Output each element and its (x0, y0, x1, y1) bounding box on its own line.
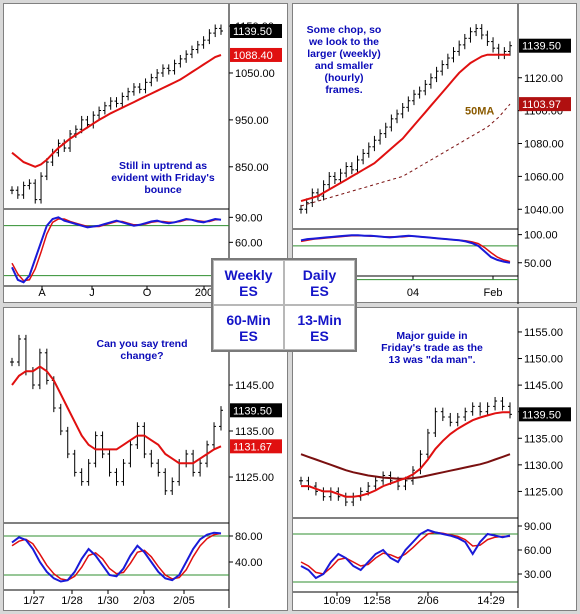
weekly-stoch-tick-label: 90.00 (235, 212, 263, 224)
daily-price-tick-label: 1060.00 (524, 171, 564, 183)
min13-price-tick-label: 1145.00 (524, 380, 563, 392)
daily-price-tick-label: 1080.00 (524, 139, 564, 151)
min13-price-tick-label: 1125.00 (524, 486, 563, 498)
min60-x-tick-label: 1/28 (61, 595, 82, 607)
weekly-annotation: Still in uptrend as evident with Friday'… (104, 160, 222, 196)
daily-price-label-box (519, 38, 571, 53)
min13-x-tick-label: 12:58 (363, 595, 391, 607)
min60-stoch-tick-label: 40.00 (235, 557, 263, 569)
min13-price-label-text: 1139.50 (522, 409, 561, 421)
min13-price-label-box (519, 407, 571, 422)
min13-price-tick-label: 1130.00 (524, 460, 563, 472)
daily-chart: 1120.001100.001080.001060.001040.00100.0… (293, 4, 571, 304)
min13-stoch-tick-label: 90.00 (524, 521, 552, 533)
min60-price-label-box (230, 439, 282, 454)
min13-price-tick-label: 1155.00 (524, 327, 563, 339)
min60-x-tick-label: 1/27 (23, 595, 44, 607)
min60-annotation: Can you say trend change? (90, 338, 194, 362)
min13-x-tick-label: 14:29 (477, 595, 505, 607)
min13-annotation: Major guide in Friday's trade as the 13 … (369, 330, 495, 366)
min13-stoch-k-line (300, 528, 511, 580)
min60-stoch-k-line (11, 531, 222, 583)
min60-chart-panel: 1145.00 1135.00 1125.00 80.00 40.00 1/27 1/28 1… (3, 307, 288, 611)
daily-price-label-box (519, 97, 571, 112)
weekly-stoch-d-line (11, 218, 221, 282)
weekly-price-tick-label: 950.00 (235, 115, 269, 127)
daily-x-tick-label: Feb (484, 287, 503, 299)
min13-ma-long-line (300, 453, 511, 480)
min13-stoch-tick-label: 30.00 (524, 569, 552, 581)
min60-es-label: 60-Min ES (213, 305, 284, 350)
min13-es-label: 13-Min ES (284, 305, 355, 350)
daily-stoch-tick-label: 50.00 (524, 258, 552, 270)
daily-price-tick-label: 1120.00 (524, 73, 563, 85)
weekly-es-label: Weekly ES (213, 260, 284, 305)
daily-chart-panel: 1120.00 1100.00 1080.00 1060.00 1040.00 100.0… (292, 3, 577, 304)
weekly-x-tick-label: A (38, 287, 46, 299)
min13-chart-panel: 1155.001150.001145.001140.001135.001130.… (292, 307, 577, 611)
weekly-price-label-box (230, 23, 282, 38)
min13-stoch-tick-label: 60.00 (524, 545, 552, 557)
min60-chart: 1145.00 1135.00 1125.00 80.00 40.00 1/27 1/28 1… (4, 308, 282, 608)
weekly-chart: 1150.001050.00950.00850.0090.0060.00AJO2… (4, 4, 282, 304)
min13-price-tick-label: 1150.00 (524, 354, 563, 366)
weekly-price-tick-label: 1050.00 (235, 68, 275, 80)
weekly-stoch-k-line (11, 216, 222, 284)
daily-annotation: Some chop, so we look to the larger (wee… (301, 24, 387, 96)
weekly-price-label-text: 1139.50 (233, 26, 272, 38)
daily-price-tick-label: 1040.00 (524, 204, 564, 216)
daily-es-label: Daily ES (284, 260, 355, 305)
min13-x-tick-label: 2/06 (417, 595, 438, 607)
weekly-x-tick-label: 200 (195, 287, 213, 299)
min60-price-label-box (230, 403, 282, 418)
daily-price-label-text: 1139.50 (522, 41, 561, 53)
min60-x-tick-label: 2/05 (173, 595, 194, 607)
min60-stoch-d-line (11, 532, 222, 581)
daily-ma50-label: 50MA (465, 106, 494, 118)
min60-price-label-text: 1139.50 (233, 405, 272, 417)
min60-price-tick-label: 1135.00 (235, 426, 274, 438)
min13-stoch-d-line (300, 531, 510, 575)
min60-price-tick-label: 1145.00 (235, 380, 274, 392)
min60-price-label-text: 1131.67 (233, 441, 272, 453)
min13-chart: 1155.001150.001145.001140.001135.001130.… (293, 308, 571, 608)
daily-price-label-text: 1103.97 (522, 99, 561, 111)
min60-x-tick-label: 1/30 (97, 595, 118, 607)
timeframe-label-grid: Weekly ES Daily ES 60-Min ES 13-Min ES (211, 258, 357, 352)
weekly-chart-panel: 1150.001050.00950.00850.0090.0060.00AJO2… (3, 3, 288, 304)
weekly-price-tick-label: 850.00 (235, 162, 269, 174)
min13-price-tick-label: 1135.00 (524, 433, 563, 445)
min60-x-tick-label: 2/03 (133, 595, 154, 607)
daily-ma50-line (300, 103, 511, 207)
min13-x-tick-label: 10:09 (323, 595, 351, 607)
min60-ma-line (11, 365, 222, 465)
daily-stoch-tick-label: 100.00 (524, 230, 558, 242)
daily-ma-line (300, 53, 510, 203)
weekly-x-tick-label: J (89, 287, 95, 299)
weekly-stoch-tick-label: 60.00 (235, 237, 263, 249)
min13-ma-line (301, 411, 510, 498)
min60-stoch-tick-label: 80.00 (235, 531, 263, 543)
min60-price-tick-label: 1125.00 (235, 472, 274, 484)
weekly-x-tick-label: O (143, 287, 152, 299)
daily-x-tick-label: 04 (407, 287, 419, 299)
weekly-price-label-text: 1088.40 (233, 50, 273, 62)
weekly-price-label-box (230, 47, 282, 62)
daily-stoch-k-line (300, 234, 511, 264)
weekly-ma-line (11, 54, 222, 168)
